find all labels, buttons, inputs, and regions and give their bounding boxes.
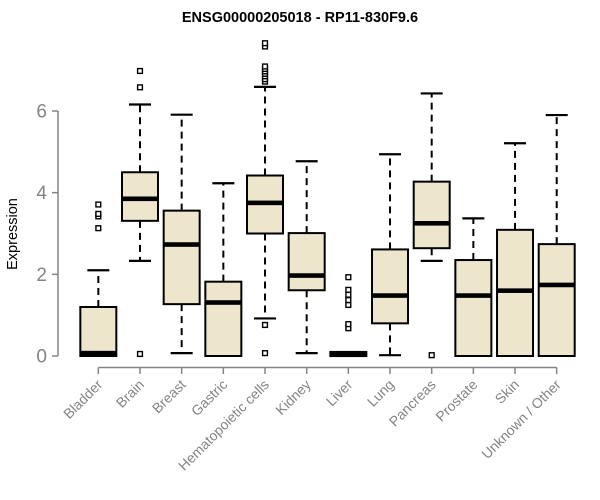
box-breast [162, 113, 201, 355]
y-tick-label: 2 [36, 265, 47, 286]
outlier-point [345, 291, 352, 298]
outlier-point [95, 210, 102, 218]
outlier-point [136, 350, 144, 358]
y-axis: 0 2 4 6 [36, 102, 59, 368]
median-line [80, 350, 117, 356]
y-tick-label: 4 [36, 183, 47, 204]
iqr-box [537, 243, 576, 358]
y-axis-label: Expression [5, 198, 21, 270]
box-hematopoietic-cells [246, 40, 285, 357]
box-series [79, 40, 576, 359]
y-tick-label: 0 [36, 347, 47, 368]
iqr-box [162, 209, 201, 306]
outlier-point [345, 286, 352, 293]
x-tick-label: Skin [492, 376, 523, 407]
outlier-point [345, 274, 352, 281]
box-bladder [79, 201, 118, 357]
x-tick-label: Breast [149, 376, 189, 416]
iqr-box [204, 280, 243, 357]
box-unknown-other [537, 113, 576, 358]
iqr-box [454, 259, 493, 357]
median-line [497, 288, 534, 293]
median-line [205, 300, 242, 305]
outlier-point [95, 225, 102, 232]
outlier-point [95, 201, 102, 208]
x-tick-label: Kidney [272, 376, 314, 418]
iqr-box [287, 232, 326, 292]
median-line [122, 196, 158, 202]
box-pancreas [412, 92, 451, 359]
outlier-point [261, 40, 269, 47]
outlier-point [345, 296, 352, 304]
box-liver [329, 274, 368, 358]
x-tick-label: Liver [323, 376, 356, 409]
median-line [288, 273, 325, 278]
box-kidney [287, 160, 326, 355]
x-tick-label: Unknown / Other [478, 376, 564, 462]
iqr-box [79, 306, 118, 357]
x-tick-label: Brain [113, 376, 147, 410]
outlier-point [428, 352, 435, 359]
outlier-point [136, 67, 144, 75]
iqr-box [412, 180, 451, 250]
median-line [413, 220, 450, 226]
box-gastric [204, 182, 243, 357]
y-tick-label: 6 [36, 102, 47, 123]
outlier-point [261, 350, 269, 357]
chart-title: ENSG00000205018 - RP11-830F9.6 [182, 10, 418, 26]
median-line [330, 352, 367, 358]
box-lung [371, 153, 410, 357]
median-line [538, 282, 575, 288]
outlier-point [345, 321, 352, 328]
x-tick-label: Lung [364, 376, 397, 409]
box-skin [496, 142, 535, 358]
box-brain [121, 67, 159, 358]
iqr-box [371, 248, 410, 325]
outlier-point [345, 301, 352, 309]
median-line [455, 293, 492, 298]
median-line [163, 242, 200, 247]
median-line [247, 200, 284, 206]
x-tick-label: Prostate [432, 376, 480, 424]
box-prostate [454, 217, 493, 357]
outlier-point [261, 63, 269, 70]
median-line [372, 293, 409, 298]
outlier-point [261, 321, 269, 329]
outlier-point [136, 84, 144, 91]
x-tick-label: Bladder [60, 376, 106, 422]
